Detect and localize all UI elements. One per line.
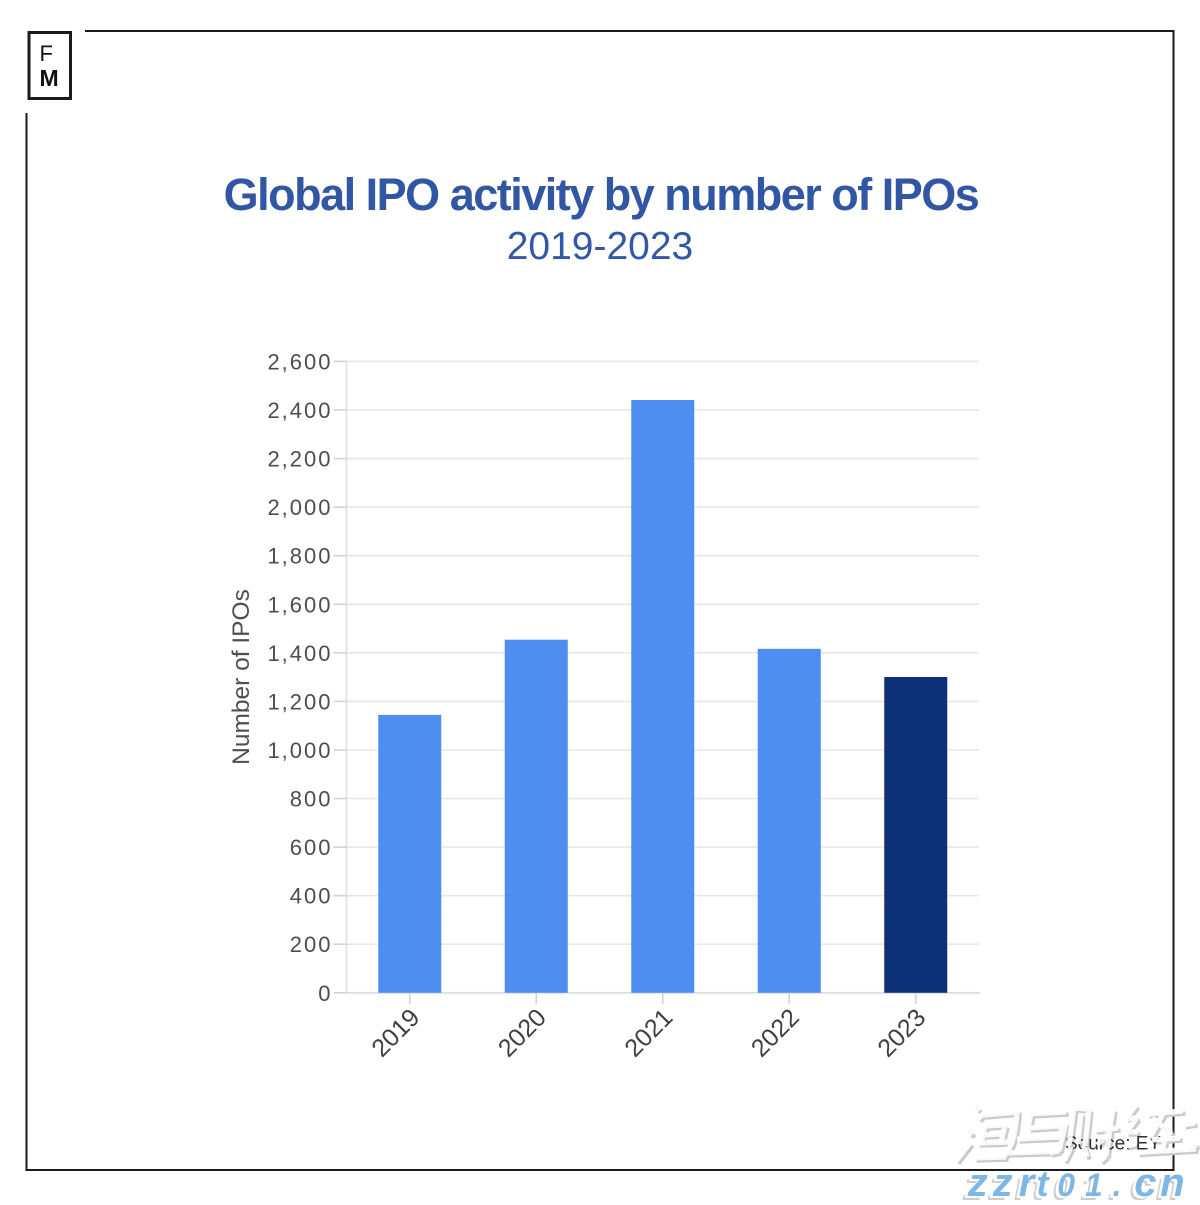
svg-text:c: c [1134,1161,1156,1200]
svg-text:2,000: 2,000 [267,495,332,520]
svg-text:800: 800 [290,787,333,812]
svg-text:0: 0 [1054,1169,1072,1200]
svg-text:z: z [967,1161,988,1200]
svg-text:2020: 2020 [493,1003,552,1062]
svg-text:n: n [1155,1165,1179,1200]
svg-text:Number of IPOs: Number of IPOs [228,589,255,765]
svg-text:t: t [1032,1167,1046,1200]
svg-text:1,200: 1,200 [267,689,332,714]
svg-text:400: 400 [290,884,333,909]
svg-text:1: 1 [1082,1169,1100,1200]
svg-text:n: n [1160,1161,1184,1200]
svg-text:1,600: 1,600 [267,592,332,617]
svg-text:2023: 2023 [872,1003,931,1062]
svg-text:.: . [1110,1169,1119,1200]
svg-text:2,200: 2,200 [267,447,332,472]
svg-text:F: F [40,41,53,66]
svg-text:600: 600 [290,835,333,860]
svg-text:1,400: 1,400 [267,641,332,666]
svg-text:z: z [964,1163,985,1200]
svg-text:2019-2023: 2019-2023 [507,225,694,268]
svg-text:M: M [40,65,59,91]
svg-text:1,000: 1,000 [267,738,332,763]
svg-text:2021: 2021 [619,1003,678,1062]
svg-text:r: r [1014,1165,1032,1200]
svg-text:z: z [992,1161,1013,1200]
svg-text:z: z [989,1163,1010,1200]
svg-text:Source: EY: Source: EY [1065,1134,1161,1155]
svg-text:r: r [1019,1161,1037,1200]
svg-text:r: r [1016,1163,1034,1200]
svg-text:1: 1 [1085,1167,1103,1200]
svg-text:0: 0 [1057,1167,1075,1200]
svg-text:0: 0 [1052,1171,1070,1200]
svg-text:2022: 2022 [746,1003,805,1062]
svg-text:2019: 2019 [366,1003,425,1062]
svg-text:1,800: 1,800 [267,544,332,569]
svg-text:0: 0 [318,981,332,1006]
svg-text:z: z [962,1165,983,1200]
svg-text:200: 200 [290,932,333,957]
svg-text:c: c [1131,1163,1153,1200]
svg-text:Global IPO activity by number: Global IPO activity by number of IPOs [224,169,979,220]
svg-text:z: z [987,1165,1008,1200]
svg-text:2,400: 2,400 [267,398,332,423]
svg-text:t: t [1034,1165,1048,1200]
svg-text:n: n [1157,1163,1181,1200]
svg-text:1: 1 [1080,1171,1098,1200]
svg-text:t: t [1037,1163,1051,1200]
svg-text:c: c [1129,1165,1151,1200]
svg-text:.: . [1108,1171,1117,1200]
svg-text:.: . [1113,1167,1122,1200]
svg-text:2,600: 2,600 [267,349,332,374]
